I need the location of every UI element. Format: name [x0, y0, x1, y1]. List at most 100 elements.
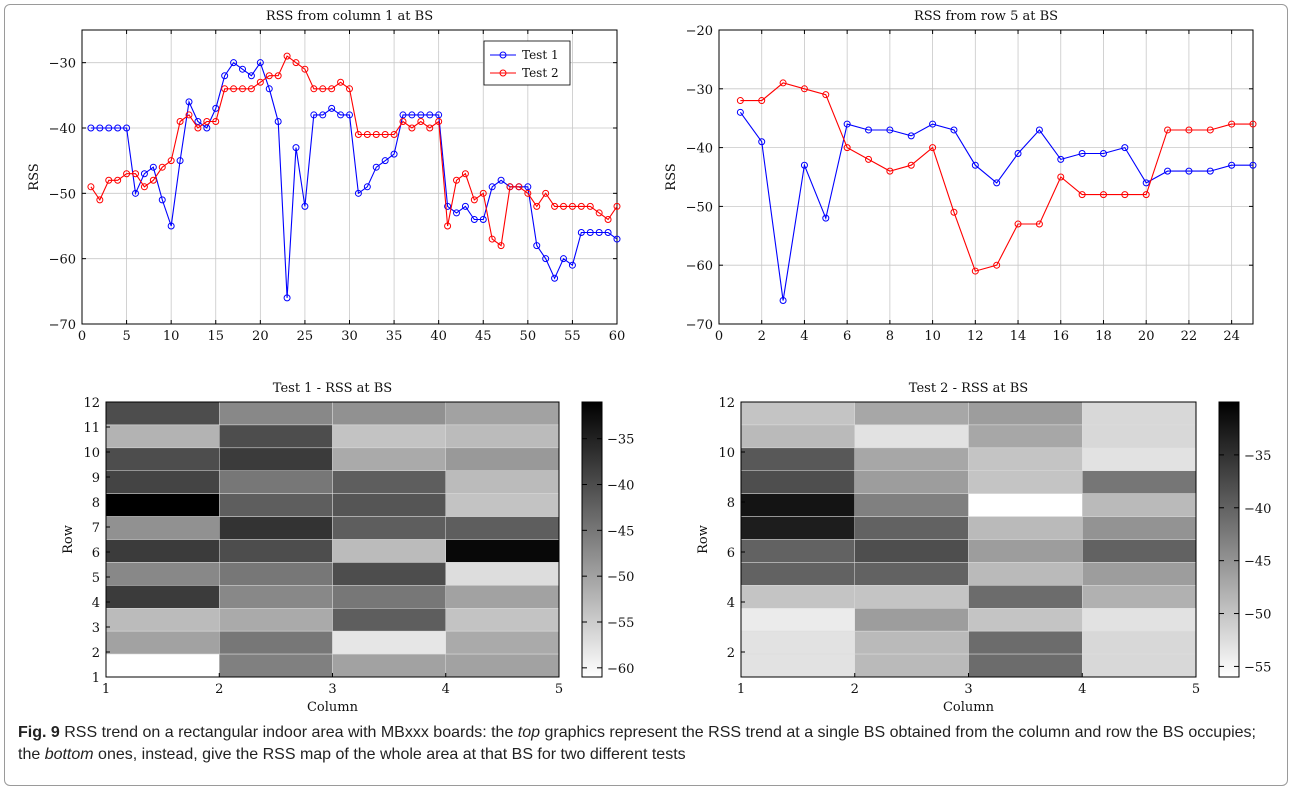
legend-box	[483, 40, 571, 86]
colorbar-tick-label: −45	[607, 524, 634, 539]
data-point-test-2	[194, 124, 202, 132]
data-point-test-1	[470, 215, 478, 223]
data-point-test-1	[319, 111, 327, 119]
data-point-test-2	[203, 117, 211, 125]
data-point-test-1	[132, 189, 139, 197]
data-point-test-1	[221, 72, 229, 80]
data-point-test-2	[533, 202, 541, 210]
data-point-test-2	[158, 163, 166, 171]
x-tick-label: 1	[737, 682, 745, 697]
data-point-test-1	[230, 59, 238, 67]
heatmap-cell	[968, 539, 1083, 563]
data-point-test-1	[865, 126, 873, 134]
data-point-test-1	[779, 296, 787, 304]
data-point-test-1	[1014, 149, 1022, 157]
colorbar-tick-label: −60	[607, 662, 634, 677]
y-tick-label: −40	[686, 142, 713, 157]
y-tick-label: 2	[727, 646, 735, 661]
heatmap-cell	[854, 424, 969, 449]
y-tick-label: 6	[727, 546, 735, 561]
y-tick-label: 1	[92, 671, 100, 686]
x-tick-label: 12	[967, 329, 984, 344]
data-point-test-2	[461, 170, 469, 178]
y-tick-label: −50	[49, 187, 76, 202]
data-point-test-2	[560, 202, 567, 210]
data-point-test-1	[444, 202, 452, 210]
data-point-test-1	[301, 202, 309, 210]
x-tick-label: 3	[328, 682, 336, 697]
heatmap-cell	[854, 447, 969, 472]
x-tick-label: 20	[252, 329, 269, 344]
data-point-test-1	[1228, 161, 1236, 169]
chart-title: RSS from column 1 at BS	[266, 9, 433, 24]
y-tick-label: −70	[49, 318, 76, 333]
data-point-test-1	[907, 132, 915, 140]
data-point-test-1	[542, 255, 550, 263]
data-point-test-2	[800, 85, 808, 93]
y-tick-label: −60	[49, 253, 76, 268]
data-point-test-1	[310, 111, 318, 119]
data-point-test-2	[390, 131, 398, 139]
data-point-test-2	[372, 131, 380, 139]
y-tick-label: −20	[686, 24, 713, 39]
x-tick-label: 45	[475, 329, 492, 344]
x-axis-label: Column	[943, 700, 995, 715]
x-tick-label: 5	[555, 682, 563, 697]
x-tick-label: 18	[1095, 329, 1112, 344]
y-tick-label: 8	[92, 496, 100, 511]
heatmap-cell	[740, 539, 855, 563]
x-tick-label: 15	[207, 329, 224, 344]
data-point-test-1	[363, 183, 371, 191]
data-point-test-1	[1142, 179, 1150, 187]
data-point-test-1	[497, 176, 505, 184]
data-point-test-1	[194, 117, 202, 125]
x-tick-label: 10	[163, 329, 180, 344]
y-tick-label: −30	[686, 83, 713, 98]
legend-label: Test 2	[522, 66, 559, 80]
y-tick-label: 7	[92, 521, 100, 536]
data-point-test-2	[185, 111, 193, 119]
data-point-test-1	[354, 189, 362, 197]
data-point-test-2	[1206, 126, 1214, 134]
data-point-test-2	[551, 202, 559, 210]
data-point-test-1	[239, 65, 246, 73]
y-tick-label: −60	[686, 259, 713, 274]
colorbar-tick-label: −35	[1244, 449, 1271, 464]
data-point-test-1	[105, 124, 113, 132]
data-point-test-1	[123, 124, 131, 132]
data-point-test-2	[1099, 191, 1107, 199]
chart-title: Test 1 - RSS at BS	[273, 381, 392, 396]
data-point-test-1	[461, 202, 469, 210]
data-point-test-2	[613, 202, 621, 210]
data-point-test-1	[372, 163, 380, 171]
x-tick-label: 0	[715, 329, 723, 344]
data-point-test-2	[105, 176, 113, 184]
x-tick-label: 10	[924, 329, 941, 344]
heatmap-cell	[1082, 516, 1197, 540]
data-point-test-2	[399, 117, 407, 125]
data-point-test-2	[929, 144, 937, 152]
data-point-test-1	[1249, 161, 1257, 169]
data-point-test-1	[1206, 167, 1214, 175]
data-point-test-2	[577, 202, 585, 210]
heatmap-cell	[1082, 653, 1197, 678]
caption-text-0: RSS trend on a rectangular indoor area w…	[59, 724, 518, 741]
data-point-test-2	[292, 59, 300, 67]
data-point-test-1	[1164, 167, 1172, 175]
data-point-test-2	[96, 196, 104, 204]
data-point-test-1	[346, 111, 353, 119]
y-tick-label: −70	[686, 318, 713, 333]
data-point-test-2	[239, 85, 246, 93]
x-tick-label: 4	[800, 329, 808, 344]
colorbar-tick-label: −55	[607, 616, 634, 631]
data-point-test-1	[292, 144, 300, 152]
data-point-test-1	[586, 229, 594, 237]
data-point-test-2	[950, 208, 958, 216]
heatmap-cell	[1082, 470, 1197, 494]
data-point-test-1	[212, 104, 220, 112]
data-point-test-1	[595, 229, 603, 237]
x-tick-label: 2	[758, 329, 766, 344]
data-point-test-1	[993, 179, 1001, 187]
data-point-test-2	[779, 79, 787, 87]
chart-title: RSS from row 5 at BS	[914, 9, 1058, 24]
